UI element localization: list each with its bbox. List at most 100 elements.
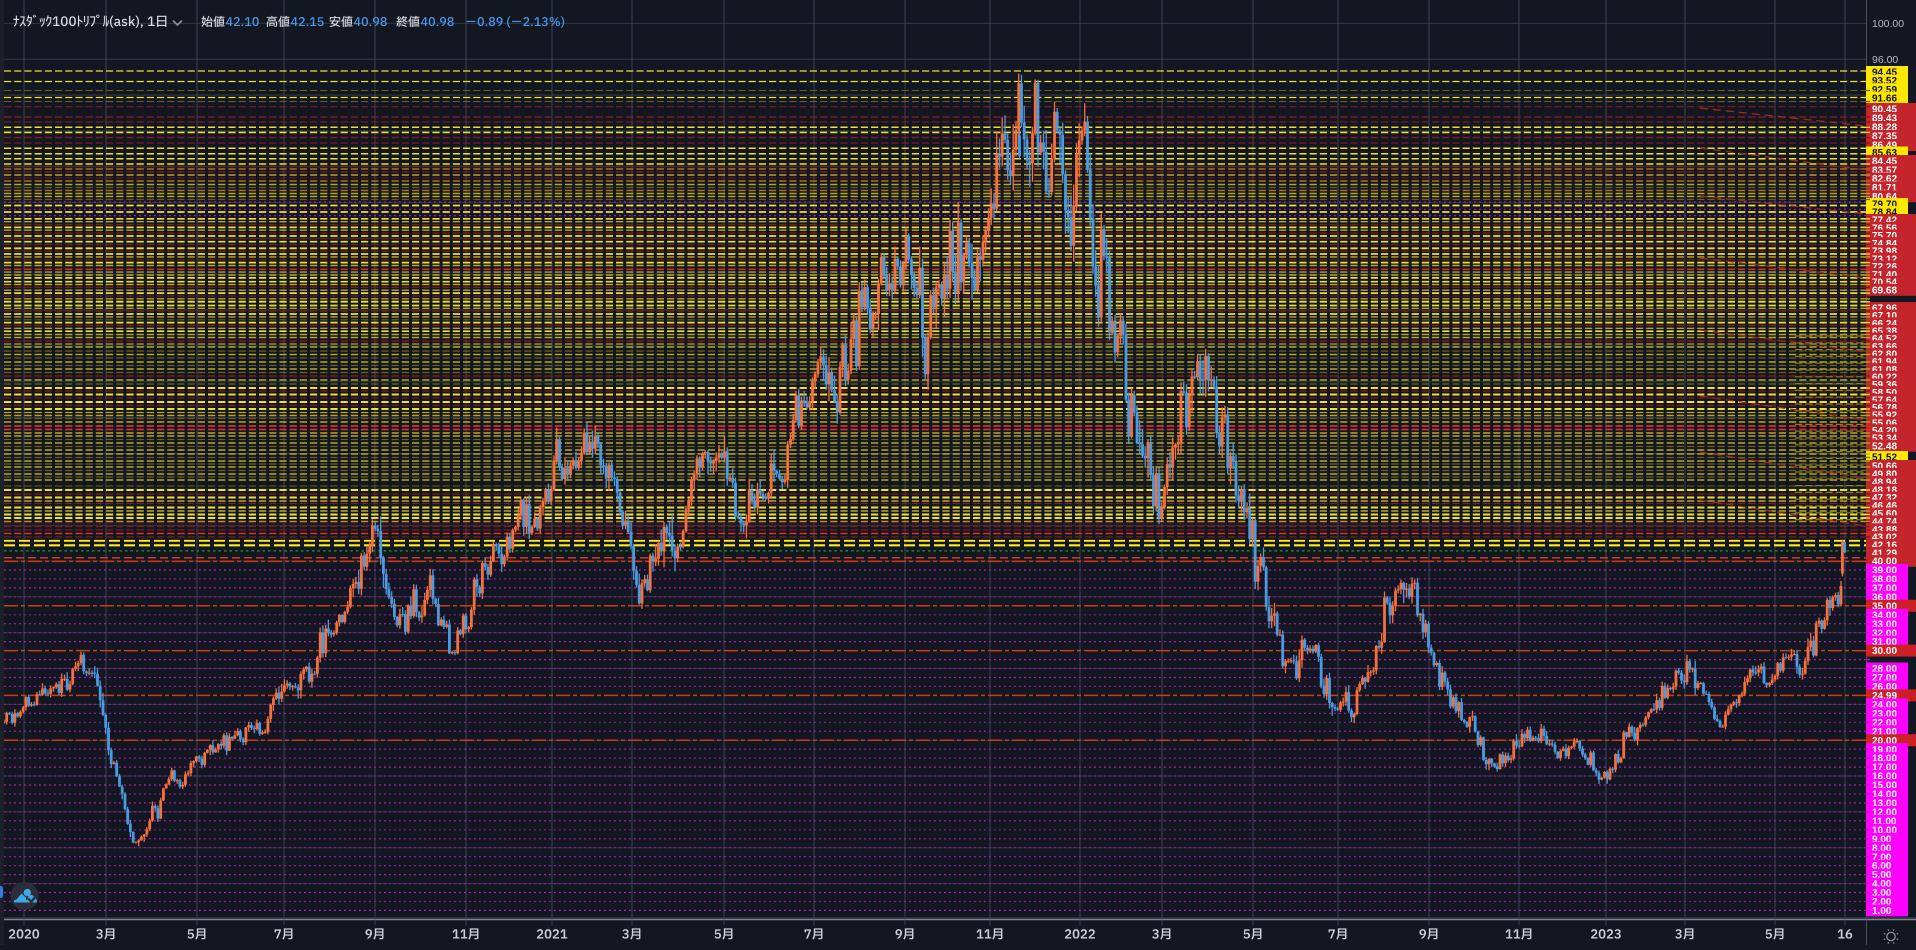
svg-text:94.45: 94.45: [1872, 68, 1897, 79]
svg-text:46.46: 46.46: [1872, 501, 1897, 512]
svg-text:54.20: 54.20: [1872, 426, 1897, 437]
svg-text:14.00: 14.00: [1872, 790, 1897, 801]
svg-text:47.32: 47.32: [1872, 493, 1897, 504]
svg-text:79.70: 79.70: [1872, 200, 1897, 211]
svg-text:20.00: 20.00: [1872, 736, 1897, 747]
svg-text:28.00: 28.00: [1872, 664, 1897, 675]
svg-text:9.00: 9.00: [1872, 834, 1892, 845]
svg-text:32.00: 32.00: [1872, 628, 1897, 639]
svg-text:51.52: 51.52: [1872, 453, 1897, 464]
svg-text:81.71: 81.71: [1872, 183, 1897, 194]
svg-text:2.00: 2.00: [1872, 897, 1892, 908]
svg-text:70.54: 70.54: [1872, 278, 1897, 289]
svg-text:78.84: 78.84: [1872, 208, 1897, 219]
svg-text:39.00: 39.00: [1872, 566, 1897, 577]
svg-text:75.70: 75.70: [1872, 231, 1897, 242]
svg-text:58.50: 58.50: [1872, 388, 1897, 399]
svg-text:89.43: 89.43: [1872, 114, 1897, 125]
svg-text:92.59: 92.59: [1872, 85, 1897, 96]
svg-text:55.92: 55.92: [1872, 411, 1897, 422]
svg-text:69.68: 69.68: [1872, 285, 1897, 296]
svg-text:82.62: 82.62: [1872, 174, 1897, 185]
svg-text:59.36: 59.36: [1872, 380, 1897, 391]
svg-text:16.00: 16.00: [1872, 772, 1897, 783]
svg-text:74.84: 74.84: [1872, 239, 1897, 250]
svg-text:43.88: 43.88: [1872, 525, 1897, 536]
svg-text:23.00: 23.00: [1872, 709, 1897, 720]
svg-text:56.78: 56.78: [1872, 403, 1897, 414]
svg-text:7.00: 7.00: [1872, 852, 1892, 863]
svg-text:67.10: 67.10: [1872, 311, 1897, 322]
svg-text:83.57: 83.57: [1872, 165, 1897, 176]
svg-text:72.26: 72.26: [1872, 262, 1897, 273]
svg-text:48.94: 48.94: [1872, 477, 1897, 488]
svg-text:67.96: 67.96: [1872, 304, 1897, 315]
svg-text:93.52: 93.52: [1872, 76, 1897, 87]
svg-text:61.94: 61.94: [1872, 357, 1897, 368]
svg-text:30.00: 30.00: [1872, 646, 1897, 657]
svg-text:18.00: 18.00: [1872, 754, 1897, 765]
svg-text:1.00: 1.00: [1872, 906, 1892, 917]
svg-text:53.34: 53.34: [1872, 434, 1897, 445]
svg-text:17.00: 17.00: [1872, 763, 1897, 774]
svg-text:42.16: 42.16: [1872, 541, 1897, 552]
svg-text:13.00: 13.00: [1872, 799, 1897, 810]
svg-text:11.00: 11.00: [1872, 816, 1897, 827]
svg-text:38.00: 38.00: [1872, 575, 1897, 586]
svg-text:73.12: 73.12: [1872, 254, 1897, 265]
svg-text:64.52: 64.52: [1872, 334, 1897, 345]
svg-text:80.64: 80.64: [1872, 192, 1897, 203]
svg-text:15.00: 15.00: [1872, 781, 1897, 792]
svg-text:34.00: 34.00: [1872, 610, 1897, 621]
svg-text:26.00: 26.00: [1872, 682, 1897, 693]
svg-text:37.00: 37.00: [1872, 584, 1897, 595]
svg-text:66.24: 66.24: [1872, 319, 1897, 330]
svg-text:55.06: 55.06: [1872, 418, 1897, 429]
svg-text:90.45: 90.45: [1872, 105, 1897, 116]
svg-text:77.42: 77.42: [1872, 216, 1897, 227]
svg-text:86.49: 86.49: [1872, 141, 1897, 152]
svg-text:33.00: 33.00: [1872, 619, 1897, 630]
svg-text:63.66: 63.66: [1872, 342, 1897, 353]
svg-text:36.00: 36.00: [1872, 592, 1897, 603]
svg-text:48.18: 48.18: [1872, 485, 1897, 496]
svg-text:10.00: 10.00: [1872, 825, 1897, 836]
svg-text:5.00: 5.00: [1872, 870, 1892, 881]
svg-text:40.00: 40.00: [1872, 556, 1897, 567]
svg-text:57.64: 57.64: [1872, 395, 1897, 406]
svg-text:24.00: 24.00: [1872, 700, 1897, 711]
svg-text:45.60: 45.60: [1872, 509, 1897, 520]
svg-text:65.38: 65.38: [1872, 327, 1897, 338]
svg-text:22.00: 22.00: [1872, 718, 1897, 729]
svg-text:44.74: 44.74: [1872, 517, 1897, 528]
svg-text:3.00: 3.00: [1872, 888, 1892, 899]
svg-text:19.00: 19.00: [1872, 745, 1897, 756]
svg-text:71.40: 71.40: [1872, 270, 1897, 281]
svg-text:84.45: 84.45: [1872, 157, 1897, 168]
svg-text:12.00: 12.00: [1872, 808, 1897, 819]
svg-text:60.22: 60.22: [1872, 373, 1897, 384]
svg-text:27.00: 27.00: [1872, 673, 1897, 684]
svg-text:61.08: 61.08: [1872, 365, 1897, 376]
svg-text:35.00: 35.00: [1872, 601, 1897, 612]
svg-text:41.29: 41.29: [1872, 549, 1897, 560]
svg-text:73.98: 73.98: [1872, 247, 1897, 258]
svg-text:100.00: 100.00: [1872, 18, 1904, 30]
svg-text:8.00: 8.00: [1872, 843, 1892, 854]
svg-text:24.99: 24.99: [1872, 691, 1897, 702]
svg-text:49.80: 49.80: [1872, 470, 1897, 481]
svg-text:62.80: 62.80: [1872, 350, 1897, 361]
svg-text:50.66: 50.66: [1872, 462, 1897, 473]
svg-text:88.28: 88.28: [1872, 123, 1897, 134]
svg-text:6.00: 6.00: [1872, 861, 1892, 872]
svg-text:52.48: 52.48: [1872, 441, 1897, 452]
svg-text:85.63: 85.63: [1872, 148, 1897, 159]
svg-text:76.56: 76.56: [1872, 223, 1897, 234]
svg-text:91.66: 91.66: [1872, 93, 1897, 104]
svg-text:21.00: 21.00: [1872, 727, 1897, 738]
svg-text:43.02: 43.02: [1872, 533, 1897, 544]
svg-text:87.35: 87.35: [1872, 132, 1897, 143]
svg-text:4.00: 4.00: [1872, 879, 1892, 890]
svg-text:31.00: 31.00: [1872, 637, 1897, 648]
svg-text:96.00: 96.00: [1872, 54, 1898, 66]
